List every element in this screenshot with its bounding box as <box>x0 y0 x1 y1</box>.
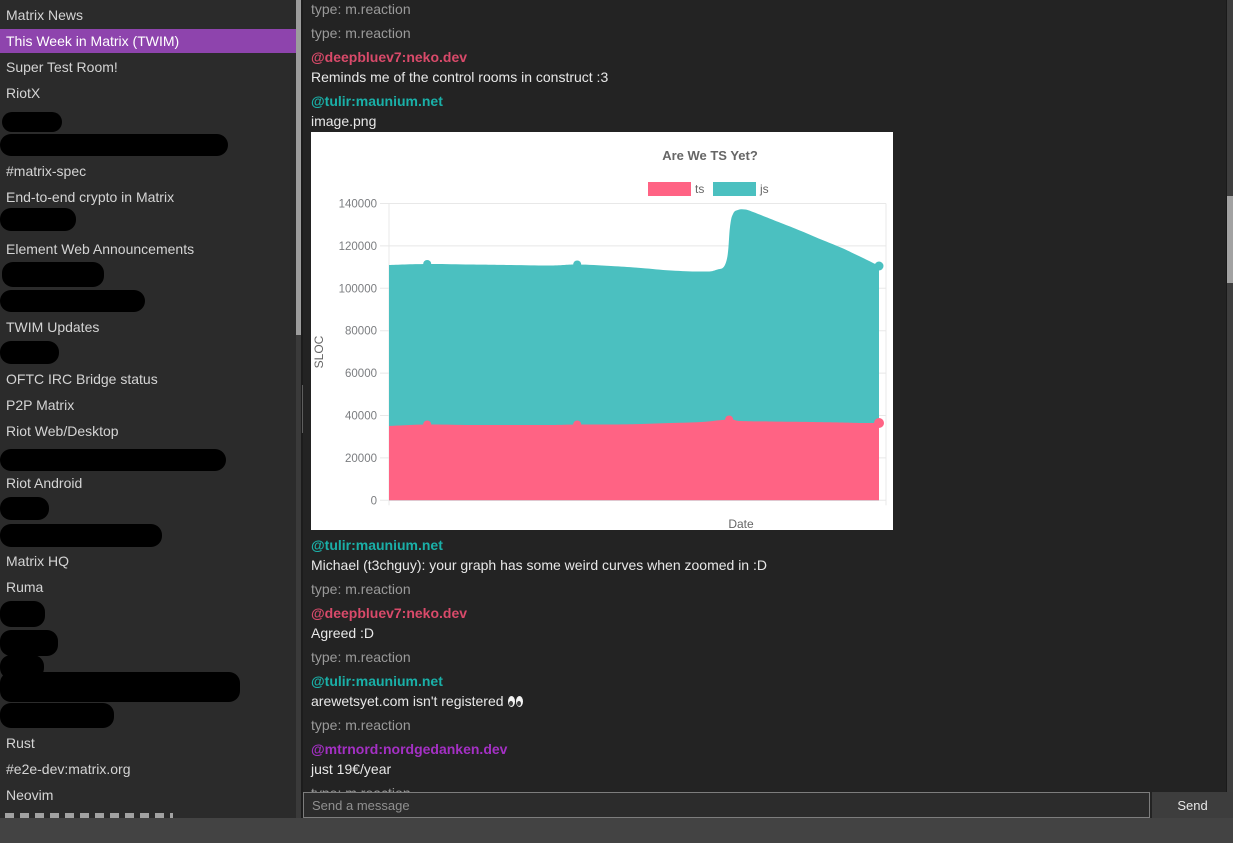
sidebar-scrollbar[interactable] <box>296 0 301 820</box>
legend-label-js[interactable]: js <box>759 182 769 196</box>
sidebar-item-redacted[interactable] <box>2 262 104 287</box>
chart-image[interactable]: 0 20000 40000 60000 80000 100000 120000 140000 A… <box>311 132 893 531</box>
message-event-meta: type: m.reaction <box>311 1 411 17</box>
y-tick-label: 60000 <box>345 368 377 380</box>
sidebar-item-redacted[interactable] <box>0 601 45 627</box>
sidebar-item-riot-web-desktop[interactable]: Riot Web/Desktop <box>6 423 119 439</box>
y-tick-label: 40000 <box>345 411 377 423</box>
sidebar-item-redacted[interactable] <box>0 341 59 364</box>
y-tick-label: 100000 <box>339 283 377 295</box>
sidebar-item-oftc-irc-bridge-status[interactable]: OFTC IRC Bridge status <box>6 371 158 387</box>
legend-swatch-js[interactable] <box>713 182 756 196</box>
sidebar-item-twim-updates[interactable]: TWIM Updates <box>6 319 100 335</box>
message-body: Agreed :D <box>311 625 375 641</box>
sidebar-scrollbar-thumb[interactable] <box>296 0 301 335</box>
room-list-sidebar: Matrix News This Week in Matrix (TWIM) Sup… <box>0 0 296 820</box>
message-timeline: type: m.reaction type: m.reaction @deepblu… <box>303 0 1226 792</box>
sidebar-item-riot-android[interactable]: Riot Android <box>6 475 83 491</box>
message-body: arewetsyet.com isn't registered <box>311 693 1226 709</box>
message-event-meta: type: m.reaction <box>311 717 411 733</box>
sidebar-item-ruma[interactable]: Ruma <box>6 579 44 595</box>
message-body: Michael (t3chguy): your graph has some w… <box>311 557 767 573</box>
data-point-js <box>573 260 582 269</box>
eyes-emoji-icon <box>507 694 524 710</box>
series-area-ts <box>389 419 879 501</box>
chat-scrollbar-thumb[interactable] <box>1227 196 1233 283</box>
chart-title: Are We TS Yet? <box>662 148 758 163</box>
sidebar-item-redacted[interactable] <box>0 449 226 471</box>
sidebar-item-redacted[interactable] <box>0 703 114 728</box>
y-tick-label: 20000 <box>345 453 377 465</box>
y-axis-label: SLOC <box>312 335 326 368</box>
sidebar-item-redacted[interactable] <box>0 208 76 231</box>
sidebar-item-redacted[interactable] <box>2 112 62 132</box>
message-body: just 19€/year <box>311 761 392 777</box>
sidebar-item-rust[interactable]: Rust <box>6 735 35 751</box>
sidebar-item-matrix-news[interactable]: Matrix News <box>6 7 84 23</box>
message-sender[interactable]: @deepbluev7:neko.dev <box>311 49 468 65</box>
y-tick-label: 140000 <box>339 199 377 211</box>
data-point-js <box>874 261 884 271</box>
sloc-area-chart: 0 20000 40000 60000 80000 100000 120000 140000 A… <box>311 132 893 531</box>
sidebar-item-redacted[interactable] <box>0 134 228 156</box>
sidebar-item-redacted[interactable] <box>0 497 49 520</box>
data-point-ts <box>725 415 734 424</box>
data-point-js <box>423 260 432 268</box>
send-button[interactable]: Send <box>1152 792 1233 818</box>
data-point-ts <box>423 420 432 429</box>
sidebar-item-matrix-hq[interactable]: Matrix HQ <box>6 553 69 569</box>
sidebar-item-super-test-room[interactable]: Super Test Room! <box>6 59 118 75</box>
sidebar-item-end-to-end-crypto-in-matrix[interactable]: End-to-end crypto in Matrix <box>6 189 175 205</box>
sidebar-item-redacted[interactable] <box>0 290 145 312</box>
message-event-meta: type: m.reaction <box>311 25 411 41</box>
sidebar-item-p2p-matrix[interactable]: P2P Matrix <box>6 397 75 413</box>
sidebar-item-redacted[interactable] <box>0 524 162 547</box>
y-tick-label: 120000 <box>339 241 377 253</box>
bottom-strip <box>0 818 1233 843</box>
message-event-meta: type: m.reaction <box>311 785 1226 792</box>
sidebar-item-neovim[interactable]: Neovim <box>6 787 54 803</box>
x-axis-label: Date <box>728 517 754 530</box>
sidebar-item-e2e-dev-matrix-org[interactable]: #e2e-dev:matrix.org <box>6 761 131 777</box>
room-selected-highlight <box>0 29 296 53</box>
sidebar-item-element-web-announcements[interactable]: Element Web Announcements <box>6 241 195 257</box>
sidebar-item-riotx[interactable]: RiotX <box>6 85 41 101</box>
composer-input[interactable] <box>303 792 1150 818</box>
sidebar-item-clipped[interactable] <box>5 813 173 819</box>
message-event-meta: type: m.reaction <box>311 649 411 665</box>
message-sender[interactable]: @tulir:maunium.net <box>311 673 443 689</box>
chat-scrollbar[interactable] <box>1226 0 1233 792</box>
y-tick-label: 80000 <box>345 326 377 338</box>
sidebar-item-matrix-spec[interactable]: #matrix-spec <box>6 163 87 179</box>
message-body: Reminds me of the control rooms in const… <box>311 69 609 85</box>
legend-swatch-ts[interactable] <box>648 182 691 196</box>
message-sender[interactable]: @tulir:maunium.net <box>311 93 443 109</box>
message-sender[interactable]: @tulir:maunium.net <box>311 537 443 553</box>
y-tick-label: 0 <box>371 495 377 507</box>
message-event-meta: type: m.reaction <box>311 581 411 597</box>
composer-bar: Send <box>303 792 1233 818</box>
sidebar-item-redacted[interactable] <box>0 672 240 702</box>
data-point-ts <box>573 420 582 429</box>
message-sender[interactable]: @mtrnord:nordgedanken.dev <box>311 741 508 757</box>
data-point-ts <box>874 418 884 428</box>
sidebar-item-redacted[interactable] <box>0 630 58 656</box>
sidebar-item-this-week-in-matrix-twim[interactable]: This Week in Matrix (TWIM) <box>6 33 180 49</box>
message-body: image.png <box>311 113 377 129</box>
message-sender[interactable]: @deepbluev7:neko.dev <box>311 605 468 621</box>
legend-label-ts[interactable]: ts <box>695 182 704 196</box>
